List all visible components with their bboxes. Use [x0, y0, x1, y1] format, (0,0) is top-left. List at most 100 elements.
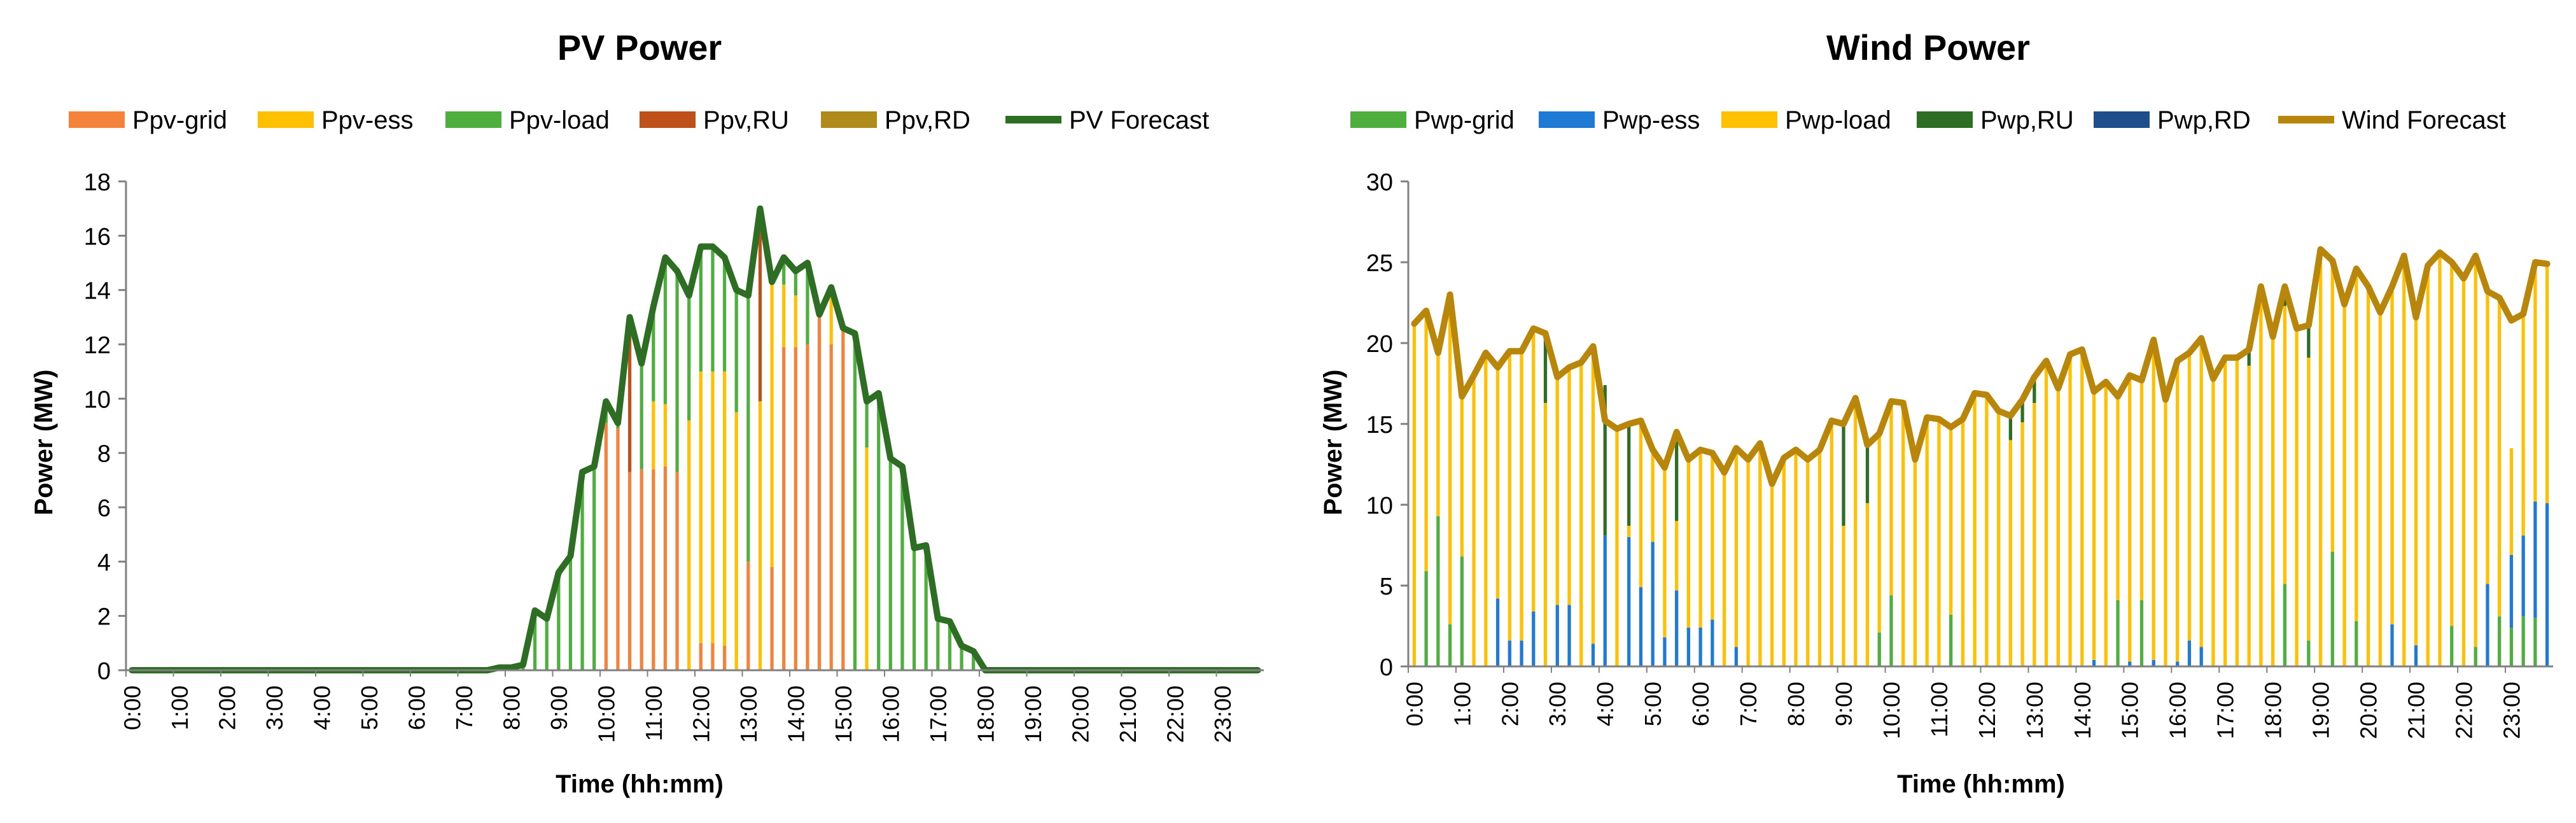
wind-bar-load: [1484, 353, 1488, 666]
wind-bar-load: [2128, 375, 2132, 662]
wind-bar-load: [1842, 526, 1845, 666]
pv-bar-grid: [616, 428, 620, 670]
wind-bar-load: [2498, 297, 2502, 617]
wind-x-tick-label: 21:00: [2403, 682, 2429, 739]
wind-bar-grid: [1424, 571, 1428, 666]
wind-bar-load: [1758, 443, 1762, 666]
wind-bar-grid: [2330, 551, 2334, 666]
pv-bar-load: [900, 467, 904, 670]
wind-x-tick-label: 4:00: [1592, 682, 1618, 726]
wind-bar-ess: [1520, 640, 1523, 666]
wind-bar-load: [1865, 503, 1870, 666]
wind-bar-load: [2355, 269, 2358, 621]
pv-bar-load: [580, 472, 584, 670]
pv-x-tick-label: 11:00: [641, 686, 667, 741]
wind-bar-load: [2295, 328, 2299, 666]
wind-bar-grid: [1889, 595, 1893, 666]
pv-bar-load: [722, 257, 727, 372]
pv-x-tick-label: 2:00: [214, 686, 240, 730]
wind-y-tick-label: 20: [1366, 331, 1393, 358]
wind-x-axis-label: Time (hh:mm): [1897, 770, 2065, 798]
wind-bar-load: [2116, 396, 2120, 600]
pv-y-tick-label: 2: [97, 604, 111, 631]
pv-bar-grid: [652, 469, 655, 670]
wind-bar-ess: [2509, 554, 2514, 628]
wind-bar-ru: [2033, 377, 2036, 403]
wind-bar-load: [2176, 360, 2180, 662]
pv-bar-load: [912, 548, 916, 670]
wind-x-tick-label: 20:00: [2356, 682, 2382, 739]
wind-legend-swatch-grid: [1350, 111, 1406, 128]
wind-x-tick-label: 15:00: [2117, 682, 2143, 739]
pv-x-tick-label: 9:00: [546, 686, 572, 730]
pv-x-tick-label: 12:00: [688, 686, 714, 743]
wind-bar-load: [2044, 360, 2048, 666]
wind-forecast-series: [1411, 246, 2551, 487]
wind-bar-load: [2533, 262, 2537, 502]
wind-bar-ess: [2533, 501, 2537, 618]
wind-bar-load: [1698, 449, 1702, 628]
wind-bar-load: [1508, 351, 1511, 641]
pv-bar-load: [806, 263, 809, 344]
wind-bar-load: [2545, 264, 2549, 503]
pv-x-tick-label: 21:00: [1115, 686, 1141, 743]
pv-legend-swatch-ess: [258, 111, 314, 128]
wind-x-tick-label: 12:00: [1974, 682, 2000, 739]
wind-legend-label-ess: Pwp-ess: [1602, 106, 1700, 134]
wind-bar-ess: [1651, 542, 1655, 666]
wind-bar-load: [2152, 339, 2155, 660]
wind-bar-load: [2259, 286, 2263, 667]
wind-forecast-line: [1411, 246, 2551, 487]
wind-bar-grid: [2533, 617, 2537, 666]
pv-legend-swatch-load: [445, 111, 501, 128]
wind-x-tick-label: 6:00: [1688, 682, 1714, 726]
wind-y-tick-label: 0: [1380, 654, 1393, 681]
wind-x-tick-label: 10:00: [1879, 682, 1905, 739]
wind-bar-load: [2438, 252, 2442, 666]
wind-bar-load: [2139, 380, 2144, 600]
pv-bar-load: [652, 306, 655, 402]
wind-legend: Pwp-grid Pwp-ess Pwp-load Pwp,RU Pwp,RD Wind …: [1350, 106, 2506, 134]
pv-legend-label-forecast: PV Forecast: [1069, 106, 1209, 134]
wind-bar-ru: [2307, 325, 2311, 358]
pv-bar-ess: [770, 281, 774, 567]
pv-bar-ess: [652, 401, 655, 470]
pv-legend-label-ess: Ppv-ess: [321, 106, 414, 134]
pv-x-tick-label: 16:00: [878, 686, 904, 743]
pv-bar-grid: [806, 344, 809, 670]
pv-bar-load: [924, 545, 928, 670]
wind-bar-load: [2223, 357, 2227, 666]
wind-bar-load: [1472, 375, 1476, 666]
wind-bar-load: [2402, 255, 2406, 667]
pv-bar-load: [794, 271, 797, 296]
wind-bar-load: [1651, 449, 1655, 542]
wind-bar-load: [2092, 391, 2096, 660]
wind-x-tick-label: 14:00: [2069, 682, 2096, 739]
wind-y-axis-label: Power (MW): [1319, 370, 1347, 516]
wind-bar-ess: [2486, 584, 2489, 666]
wind-bar-load: [2318, 249, 2323, 666]
wind-bar-load: [1686, 459, 1691, 628]
pv-y-tick-label: 0: [97, 658, 111, 685]
pv-y-tick-label: 16: [84, 223, 111, 250]
pv-x-tick-label: 6:00: [403, 686, 430, 730]
pv-bar-grid: [699, 643, 703, 670]
wind-bar-load: [1734, 448, 1738, 647]
wind-bar-load: [1448, 294, 1452, 624]
wind-bar-ru: [2247, 349, 2251, 366]
wind-legend-label-forecast: Wind Forecast: [2342, 106, 2506, 134]
wind-bar-ess: [1532, 611, 1536, 666]
wind-bar-ess: [1567, 605, 1571, 666]
pv-x-tick-label: 8:00: [498, 686, 524, 730]
wind-bar-grid: [2474, 647, 2477, 666]
pv-x-tick-label: 18:00: [972, 686, 998, 743]
wind-y-tick-label: 5: [1380, 573, 1393, 600]
wind-bar-load: [2033, 402, 2036, 666]
wind-x-tick-label: 22:00: [2451, 682, 2477, 739]
wind-bar-load: [1782, 458, 1786, 666]
wind-bar-grid: [2450, 626, 2454, 666]
wind-bar-load: [2283, 306, 2286, 584]
wind-y-tick-label: 30: [1366, 169, 1393, 196]
wind-bar-load: [1794, 449, 1798, 666]
